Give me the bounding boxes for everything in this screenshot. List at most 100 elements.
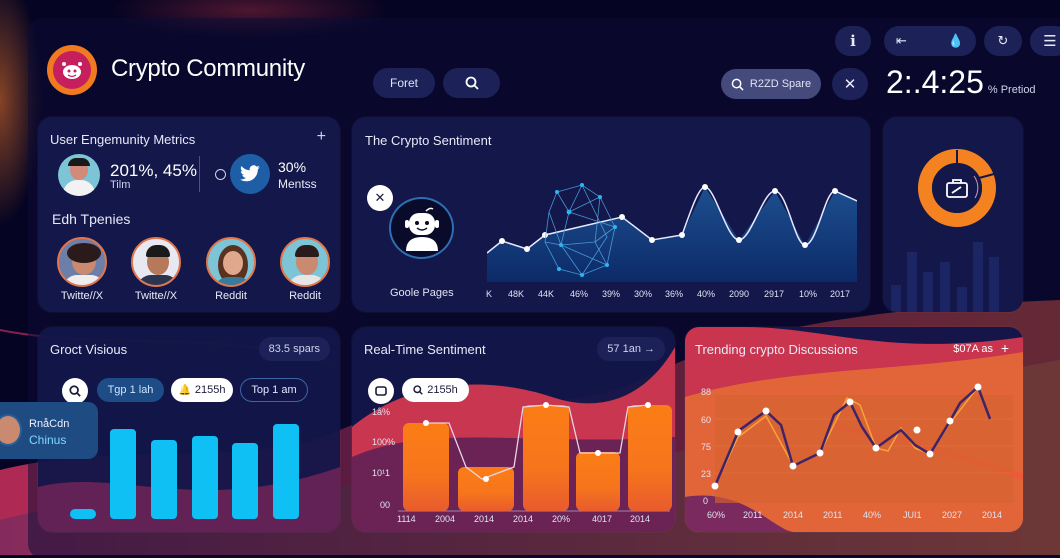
metric2-value: 30%: [278, 159, 307, 175]
theme-icon: ↻: [997, 33, 1009, 48]
search-icon: [413, 385, 423, 395]
timer-suffix: % Pretiod: [987, 84, 1036, 96]
timer: 2:.4:25 % Pretiod: [886, 64, 1036, 101]
filter-chip[interactable]: Top 1 am: [240, 378, 308, 402]
trending-add-button[interactable]: +: [1000, 340, 1009, 356]
y-tick: 100%: [372, 437, 396, 447]
user-name: RnåCdn: [29, 418, 70, 430]
y-tick: 60: [701, 415, 712, 425]
y-tick: 00: [380, 500, 391, 510]
x-tick: 2917: [764, 289, 785, 299]
influencer-avatar[interactable]: [280, 237, 330, 287]
user-avatar[interactable]: [58, 154, 100, 196]
x-tick: 46%: [570, 289, 589, 299]
back-arrow-icon[interactable]: ⇤: [896, 33, 907, 48]
realtime-title: Real-Time Sentiment: [364, 342, 486, 357]
search-icon: [69, 385, 81, 397]
robot-icon: [404, 207, 439, 251]
influencer-avatar[interactable]: [206, 237, 256, 287]
y-tick: 23: [701, 469, 712, 479]
influencer-label: Twitte//X: [60, 290, 104, 302]
nav-toggle-group[interactable]: ⇤ 💧: [884, 26, 976, 56]
tv-button[interactable]: [368, 378, 394, 404]
growth-search-button[interactable]: [62, 378, 88, 404]
theme-button[interactable]: ↻: [984, 26, 1022, 56]
x-tick: 30%: [634, 289, 653, 299]
menu-button[interactable]: ☰: [1030, 26, 1060, 56]
search-button[interactable]: [443, 68, 500, 98]
search-icon: [731, 78, 744, 91]
x-tick: 2014: [982, 510, 1003, 520]
sentiment-title: The Crypto Sentiment: [365, 133, 492, 148]
x-tick: 44K: [538, 289, 555, 299]
x-tick: 2011: [823, 510, 843, 520]
influencer-label: Reddit: [289, 290, 321, 302]
realtime-badge[interactable]: 57 1an →: [597, 337, 665, 361]
info-button[interactable]: i: [835, 26, 871, 56]
search-chip[interactable]: R2ZD Spare: [721, 69, 821, 99]
twitter-badge[interactable]: [230, 154, 270, 194]
filter-chip-active[interactable]: 🔔 2155h: [171, 378, 233, 402]
search-chip-label: R2ZD Spare: [749, 78, 812, 90]
y-tick: 0: [703, 496, 709, 506]
topics-title: Edh Tpenies: [52, 211, 131, 227]
metric1-value: 201%, 45%: [110, 161, 197, 180]
trending-badge[interactable]: $07A as: [953, 343, 993, 355]
search-icon: [465, 76, 479, 90]
growth-bar-chart: [38, 424, 340, 532]
x-tick: 2004: [435, 514, 456, 524]
bot-avatar[interactable]: [389, 197, 454, 259]
water-drop-icon[interactable]: 💧: [947, 33, 964, 48]
x-tick: 2017: [830, 289, 851, 299]
dismiss-bubble[interactable]: ✕: [367, 185, 393, 211]
metric1-label: Tilm: [110, 179, 131, 191]
bot-label: Goole Pages: [390, 287, 454, 299]
filter-chip[interactable]: Tgp 1 lah: [97, 378, 164, 402]
app-logo[interactable]: [47, 45, 97, 95]
menu-icon: ☰: [1043, 33, 1057, 50]
metric2-label: Mentss: [278, 177, 317, 191]
x-tick: 2014: [474, 514, 495, 524]
filter-chip-label: 2155h: [194, 384, 226, 396]
twitter-bird-icon: [240, 165, 260, 182]
x-tick: 39%: [602, 289, 621, 299]
trending-title: Trending crypto Discussions: [695, 342, 858, 357]
user-icon: [215, 169, 226, 180]
briefcase-icon[interactable]: [945, 178, 969, 198]
realtime-bar-chart: [398, 402, 672, 512]
x-tick: 2027: [942, 510, 963, 520]
growth-badge[interactable]: 83.5 spars: [258, 337, 330, 361]
x-tick: 48K: [508, 289, 525, 299]
trending-card: Trending crypto Discussions $07A as + 88…: [685, 327, 1023, 532]
realtime-chip-label: 2155h: [427, 384, 458, 396]
metric-divider: [199, 156, 200, 192]
add-metric-button[interactable]: +: [316, 128, 326, 145]
x-tick: 10%: [799, 289, 818, 299]
realtime-search-chip[interactable]: 2155h: [402, 378, 469, 402]
user-profile-card[interactable]: RnåCdn Chinus: [0, 402, 98, 459]
close-search-button[interactable]: ✕: [832, 68, 868, 100]
influencer-avatar[interactable]: [57, 237, 107, 287]
sentiment-card: The Crypto Sentiment ✕ Goole Pages: [352, 117, 870, 312]
x-tick: 2090: [729, 289, 750, 299]
y-tick: 88: [701, 387, 712, 397]
x-tick: 2014: [630, 514, 651, 524]
x-tick: 36%: [665, 289, 684, 299]
y-tick: 10¹1: [372, 468, 391, 478]
close-icon: ✕: [374, 190, 386, 205]
filter-pill[interactable]: Foret: [373, 68, 435, 98]
app-title: Crypto Community: [111, 55, 305, 82]
x-tick: 4017: [592, 514, 613, 524]
x-tick: 2014: [513, 514, 534, 524]
x-tick: K: [486, 289, 493, 299]
realtime-card: Real-Time Sentiment 57 1an → 2155h 1å% 1…: [352, 327, 675, 532]
y-tick: 1å%: [372, 407, 391, 417]
influencer-label: Reddit: [215, 290, 247, 302]
timer-value: 2:.4:25: [886, 64, 984, 100]
tv-icon: [375, 386, 387, 396]
y-tick: 75: [701, 442, 712, 452]
growth-title: Groct Visious: [50, 342, 128, 357]
close-icon: ✕: [843, 76, 857, 93]
influencer-avatar[interactable]: [131, 237, 181, 287]
donut-card: [883, 117, 1023, 312]
